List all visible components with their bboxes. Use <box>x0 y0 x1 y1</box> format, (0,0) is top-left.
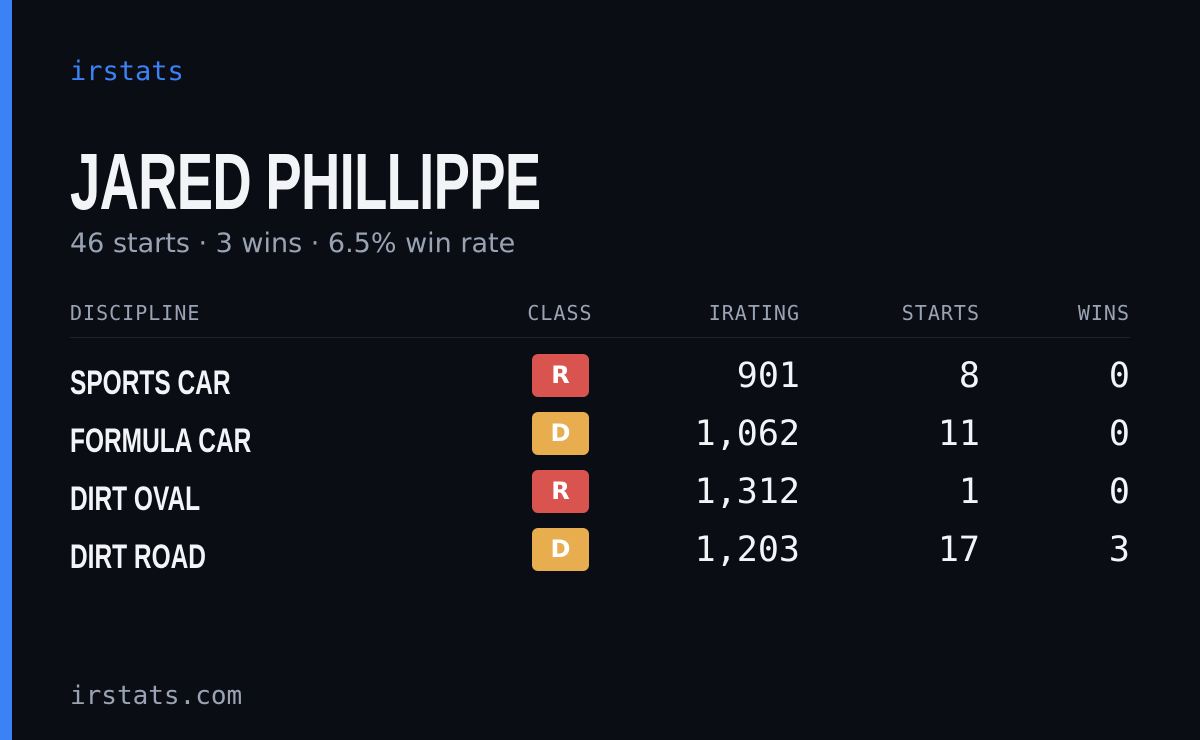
starts: 8 <box>958 356 980 396</box>
discipline: FORMULA CAR <box>70 422 252 460</box>
brand: irstats <box>70 56 184 87</box>
wins: 0 <box>1108 472 1130 512</box>
irating: 901 <box>736 356 800 396</box>
class-badge: D <box>532 412 589 455</box>
starts: 17 <box>937 530 980 570</box>
discipline: DIRT OVAL <box>70 480 201 518</box>
irating: 1,062 <box>694 414 800 454</box>
discipline: SPORTS CAR <box>70 364 231 402</box>
class-badge: D <box>532 528 589 571</box>
driver-summary: 46 starts · 3 wins · 6.5% win rate <box>70 228 516 259</box>
discipline: DIRT ROAD <box>70 538 207 576</box>
column-header: CLASS <box>527 301 593 325</box>
footer: irstats.com <box>70 681 243 711</box>
class-badge: R <box>532 470 589 513</box>
class-badge: R <box>532 354 589 397</box>
column-header: WINS <box>1077 301 1130 325</box>
divider <box>70 337 1130 338</box>
column-header: IRATING <box>708 301 800 325</box>
wins: 3 <box>1108 530 1130 570</box>
starts: 1 <box>958 472 980 512</box>
irating: 1,312 <box>694 472 800 512</box>
wins: 0 <box>1108 414 1130 454</box>
driver-name: JARED PHILLIPPE <box>70 137 541 226</box>
irating: 1,203 <box>694 530 800 570</box>
column-header: STARTS <box>901 301 980 325</box>
column-header: DISCIPLINE <box>70 301 201 325</box>
starts: 11 <box>937 414 980 454</box>
accent-bar <box>0 0 12 740</box>
wins: 0 <box>1108 356 1130 396</box>
